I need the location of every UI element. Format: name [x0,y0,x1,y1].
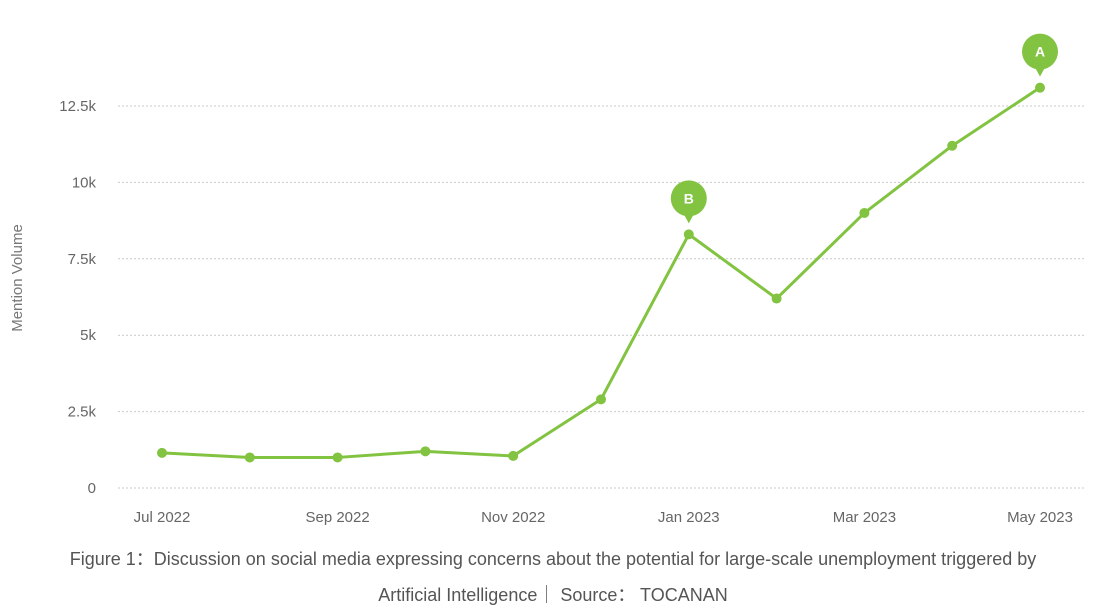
x-tick-label: Jan 2023 [658,509,720,526]
x-tick-label: May 2023 [1007,509,1073,526]
y-tick-label: 0 [88,480,96,497]
gridlines [118,105,1086,489]
annotation-pin: A [1022,33,1058,77]
annotation-markers: BA [670,33,1058,224]
x-tick-label: Jul 2022 [134,509,191,526]
x-tick-label: Sep 2022 [305,509,369,526]
series-layer [157,82,1045,463]
y-tick-label: 5k [80,327,96,344]
figure-source: Artificial Intelligence｜ Source： TOCANAN [378,585,728,605]
data-point [244,452,255,463]
data-point [947,140,958,151]
line-chart: 0 2.5k 5k 7.5k 10k 12.5k Jul 2022 Sep 2022 Nov … [9,33,1086,526]
annotation-label: B [684,190,694,206]
data-point [859,207,870,218]
data-point [1035,82,1045,93]
y-tick-label: 10k [72,174,97,191]
data-point [683,229,694,240]
annotation-pin: B [670,180,707,224]
y-axis-label: Mention Volume [9,224,26,332]
data-point [771,293,782,304]
x-tick-label: Nov 2022 [481,509,545,526]
x-axis-ticks: Jul 2022 Sep 2022 Nov 2022 Jan 2023 Mar 2023… [134,509,1073,526]
data-point [508,450,519,461]
figure-caption: Figure 1：Discussion on social media expr… [69,549,1037,569]
data-point [596,394,606,405]
y-tick-label: 2.5k [68,404,97,421]
annotation-label: A [1035,44,1045,60]
y-tick-label: 12.5k [59,98,96,115]
y-axis-ticks: 0 2.5k 5k 7.5k 10k 12.5k [59,98,96,497]
data-point [420,446,431,457]
x-tick-label: Mar 2023 [833,509,896,526]
data-point [332,452,343,463]
y-tick-label: 7.5k [68,251,97,268]
data-point [157,447,167,458]
